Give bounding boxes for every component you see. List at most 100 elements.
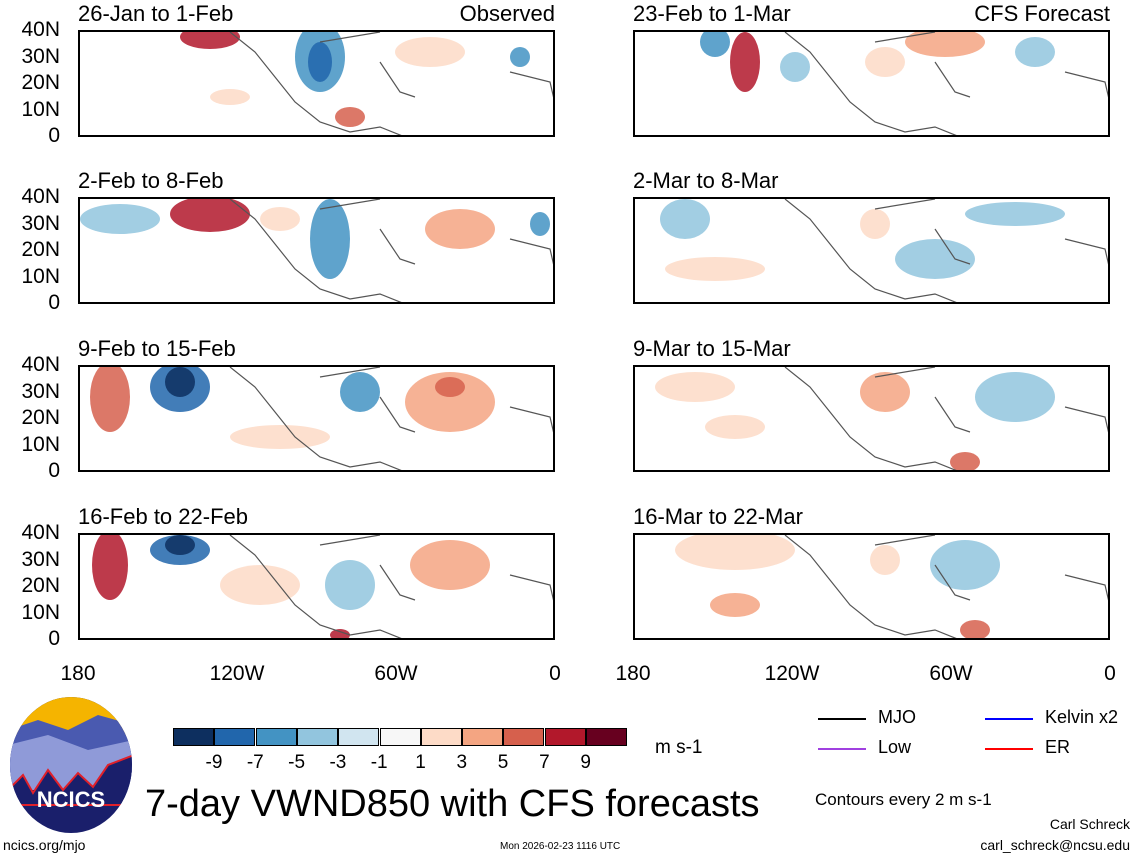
map-panel: [633, 30, 1110, 137]
wind-anomaly-shading: [965, 202, 1065, 226]
wind-anomaly-shading: [310, 199, 350, 279]
x-tick-label: 60W: [929, 662, 973, 685]
wind-anomaly-shading: [80, 204, 160, 234]
logo-text: NCICS: [37, 787, 105, 812]
wind-anomaly-shading: [92, 535, 128, 600]
colorbar-swatch: [586, 728, 627, 746]
panel-label: Observed: [459, 1, 555, 26]
footer-author: Carl Schreck: [1049, 816, 1130, 832]
wind-anomaly-shading: [895, 239, 975, 279]
wind-anomaly-shading: [1015, 37, 1055, 67]
panel-title: 26-Jan to 1-Feb: [78, 1, 234, 26]
wind-anomaly-shading: [230, 425, 330, 449]
wind-anomaly-shading: [425, 209, 495, 249]
y-tick-label: 10N: [21, 432, 60, 456]
y-tick-label: 10N: [21, 97, 60, 121]
wind-anomaly-shading: [665, 257, 765, 281]
wind-anomaly-shading: [90, 367, 130, 432]
x-tick-label: 60W: [374, 662, 418, 685]
map-panel: [633, 365, 1110, 472]
panel-title: 23-Feb to 1-Mar: [633, 1, 791, 26]
y-tick-label: 40N: [21, 521, 60, 544]
wind-anomaly-shading: [405, 372, 495, 432]
colorbar-label: 3: [456, 752, 468, 773]
wind-anomaly-shading: [660, 199, 710, 239]
y-tick-label: 20N: [21, 71, 60, 94]
wind-anomaly-shading: [335, 107, 365, 127]
legend-label: ER: [1045, 737, 1071, 757]
wind-anomaly-shading: [260, 207, 300, 231]
footer-site: ncics.org/mjo: [3, 837, 86, 853]
colorbar-swatch: [462, 728, 504, 746]
ncics-logo: NCICS: [10, 697, 132, 833]
y-tick-label: 20N: [21, 238, 60, 261]
map-panel: [78, 365, 555, 472]
panel-title: 2-Feb to 8-Feb: [78, 168, 224, 193]
colorbar-label: -1: [370, 752, 388, 773]
wind-anomaly-shading: [710, 593, 760, 617]
wind-anomaly-shading: [340, 372, 380, 412]
y-tick-label: 0: [48, 459, 60, 482]
legend-label: Low: [878, 737, 912, 757]
x-tick-label: 180: [615, 662, 651, 685]
wind-anomaly-shading: [325, 560, 375, 610]
panel-title: 16-Feb to 22-Feb: [78, 504, 248, 529]
y-tick-label: 30N: [21, 44, 60, 68]
x-tick-label: 120W: [764, 662, 820, 685]
legend-line: [985, 748, 1033, 750]
x-tick-label: 0: [549, 662, 561, 685]
panel-title: 9-Mar to 15-Mar: [633, 336, 791, 361]
panel-title: 2-Mar to 8-Mar: [633, 168, 779, 193]
y-tick-label: 20N: [21, 406, 60, 429]
coastline: [229, 535, 553, 638]
y-tick-label: 0: [48, 124, 60, 147]
panel-label: CFS Forecast: [974, 1, 1110, 26]
wind-anomaly-shading: [700, 32, 730, 57]
colorbar-swatch: [379, 728, 421, 746]
wind-anomaly-shading: [780, 52, 810, 82]
map-panel: [633, 533, 1110, 640]
map-panel: [633, 197, 1110, 304]
colorbar-swatch: [255, 728, 297, 746]
wind-anomaly-shading: [975, 372, 1055, 422]
wind-anomaly-shading: [905, 32, 985, 57]
colorbar-label: 1: [415, 752, 426, 773]
colorbar-label: 9: [580, 752, 591, 773]
figure-title: 7-day VWND850 with CFS forecasts: [145, 783, 760, 825]
wind-anomaly-shading: [210, 89, 250, 105]
map-panel: [78, 197, 555, 304]
colorbar-label: -3: [329, 752, 347, 773]
colorbar-swatch: [173, 728, 214, 746]
y-tick-label: 0: [48, 627, 60, 650]
y-tick-label: 40N: [21, 18, 60, 41]
colorbar-swatch: [214, 728, 256, 746]
wind-anomaly-shading: [705, 415, 765, 439]
x-tick-label: 120W: [209, 662, 265, 685]
wind-anomaly-shading: [865, 47, 905, 77]
contour-note: Contours every 2 m s-1: [815, 790, 992, 809]
wind-anomaly-shading: [730, 32, 760, 92]
colorbar-units: m s-1: [655, 737, 703, 758]
wind-anomaly-shading: [220, 565, 300, 605]
colorbar-label: 7: [539, 752, 550, 773]
y-tick-label: 40N: [21, 185, 60, 208]
y-tick-label: 30N: [21, 547, 60, 571]
wind-anomaly-shading: [860, 372, 910, 412]
colorbar-label: -7: [246, 752, 264, 773]
wind-anomaly-shading: [930, 540, 1000, 590]
wind-anomaly-shading: [530, 212, 550, 236]
map-panel: [78, 30, 555, 137]
colorbar-label: -5: [288, 752, 306, 773]
y-tick-label: 20N: [21, 574, 60, 597]
wind-anomaly-shading: [860, 209, 890, 239]
colorbar-swatch: [420, 728, 462, 746]
wind-anomaly-shading: [395, 37, 465, 67]
wind-anomaly-shading: [435, 377, 465, 397]
legend-label: MJO: [878, 707, 916, 727]
wind-anomaly-shading: [308, 42, 332, 82]
y-tick-label: 10N: [21, 264, 60, 288]
legend-line: [818, 718, 866, 720]
wind-anomaly-shading: [180, 32, 240, 49]
wind-anomaly-shading: [870, 545, 900, 575]
